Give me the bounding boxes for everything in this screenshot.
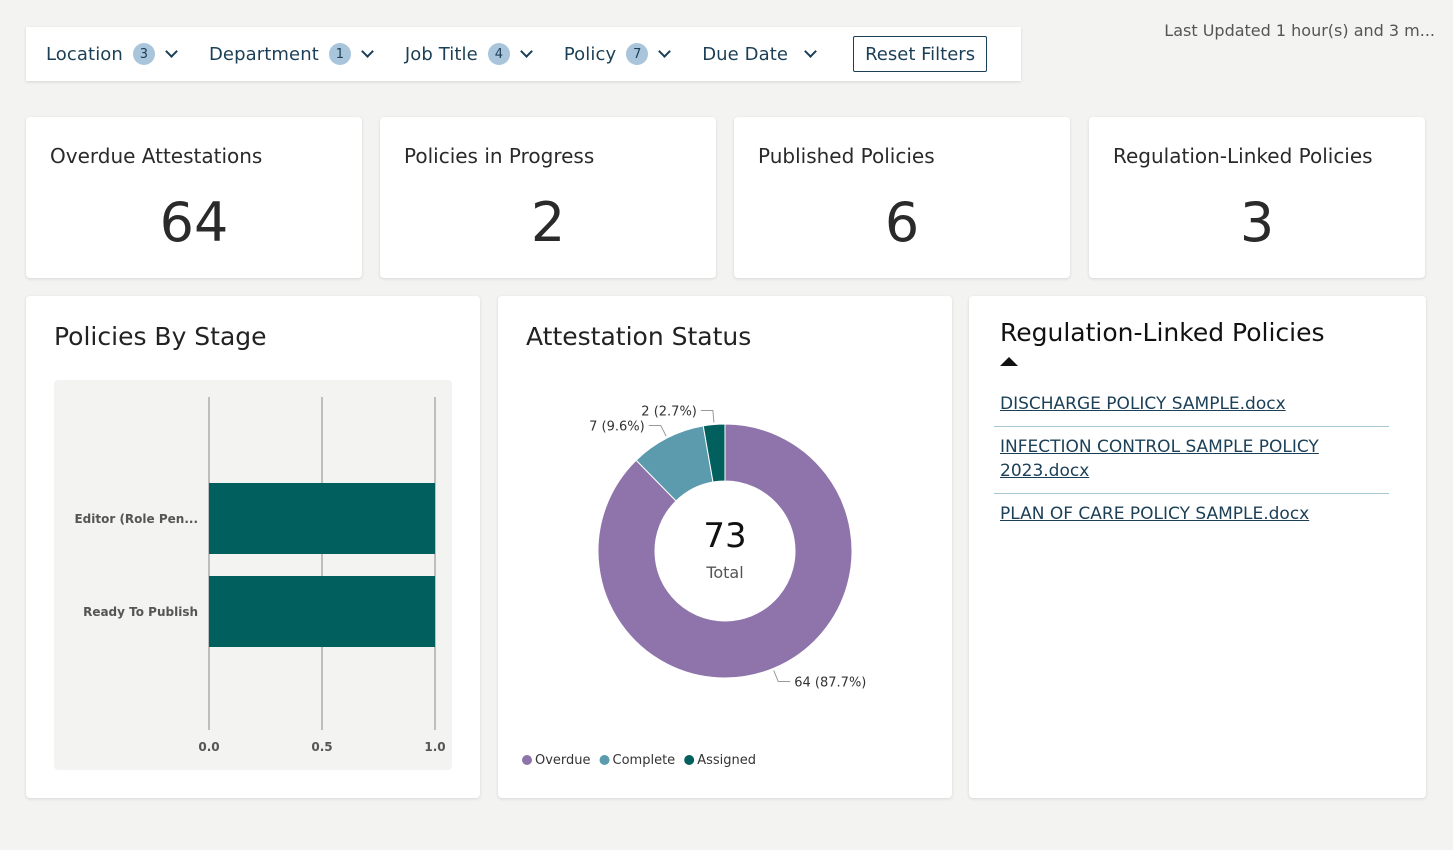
filter-label: Policy xyxy=(563,43,617,65)
chevron-down-icon xyxy=(519,45,533,58)
filter-count-badge: 4 xyxy=(487,43,510,65)
bar-chart-area: 0.0 0.5 1.0 Editor (Role Pen... Ready To Pub… xyxy=(54,380,452,770)
legend-swatch xyxy=(522,755,532,765)
chevron-down-icon xyxy=(804,45,817,58)
donut-center-value: 73 xyxy=(703,516,746,556)
kpi-title: Overdue Attestations xyxy=(50,144,263,168)
kpi-title: Policies in Progress xyxy=(404,144,595,168)
kpi-value: 64 xyxy=(159,191,229,254)
attestation-status-panel: Attestation Status 64 (87.7%) 7 (9.6%) 2 (… xyxy=(498,296,952,798)
filter-due-date[interactable]: Due Date xyxy=(702,43,817,65)
filter-label: Job Title xyxy=(404,43,478,65)
donut-slice xyxy=(597,423,853,679)
policy-link[interactable]: DISCHARGE POLICY SAMPLE.docx xyxy=(1000,394,1286,414)
chevron-down-icon xyxy=(361,45,374,58)
regulation-linked-panel: Regulation-Linked Policies DISCHARGE POL… xyxy=(969,296,1426,798)
filter-label: Department xyxy=(208,43,319,65)
bar xyxy=(209,483,435,554)
legend-label: Overdue xyxy=(535,753,591,768)
reset-filters-button[interactable]: Reset Filters xyxy=(853,36,988,72)
filter-count-badge: 3 xyxy=(132,43,155,65)
label-leader-line xyxy=(648,425,667,437)
policy-link[interactable]: PLAN OF CARE POLICY SAMPLE.docx xyxy=(1000,504,1309,524)
policy-link-text: DISCHARGE POLICY SAMPLE.docx xyxy=(1000,394,1286,414)
y-category-label: Editor (Role Pen... xyxy=(74,512,198,526)
kpi-card-regulation-linked-policies[interactable]: Regulation-Linked Policies 3 xyxy=(1089,117,1425,278)
kpi-value: 6 xyxy=(884,191,920,254)
data-label: 7 (9.6%) xyxy=(589,420,645,435)
donut-slice xyxy=(702,423,726,483)
panel-title: Policies By Stage xyxy=(54,322,267,351)
policies-by-stage-panel: Policies By Stage 0.0 0.5 1.0 Editor (Role … xyxy=(26,296,480,798)
kpi-value: 2 xyxy=(530,191,566,254)
attestation-status-chart: 64 (87.7%) 7 (9.6%)2 (2.7%) 73 Total Overdue… xyxy=(522,405,866,768)
kpi-title: Published Policies xyxy=(758,144,935,168)
panel-title: Attestation Status xyxy=(526,322,752,351)
list-item: INFECTION CONTROL SAMPLE POLICY 2023.docx xyxy=(994,427,1389,494)
legend-swatch xyxy=(684,755,695,765)
label-leader-line xyxy=(700,410,715,423)
policy-link[interactable]: INFECTION CONTROL SAMPLE POLICY 2023.docx xyxy=(1000,437,1319,481)
filter-count-badge: 7 xyxy=(626,43,649,65)
regulation-policy-list: DISCHARGE POLICY SAMPLE.docx INFECTION C… xyxy=(994,384,1389,536)
chevron-down-icon xyxy=(165,45,178,58)
data-label: 64 (87.7%) xyxy=(794,676,866,691)
kpi-card-published-policies[interactable]: Published Policies 6 xyxy=(734,117,1070,278)
filter-policy[interactable]: Policy 7 xyxy=(563,43,672,65)
x-tick-label: 1.0 xyxy=(424,740,445,754)
legend-label: Complete xyxy=(613,753,676,768)
filter-label: Location xyxy=(46,43,123,65)
policy-link-text: 2023.docx xyxy=(1000,461,1090,481)
bar xyxy=(209,576,435,647)
kpi-title: Regulation-Linked Policies xyxy=(1113,144,1373,168)
filter-job-title[interactable]: Job Title 4 xyxy=(404,43,533,65)
kpi-card-policies-in-progress[interactable]: Policies in Progress 2 xyxy=(380,117,716,278)
kpi-value: 3 xyxy=(1239,191,1275,254)
legend-label: Assigned xyxy=(697,753,756,768)
kpi-card-overdue-attestations[interactable]: Overdue Attestations 64 xyxy=(26,117,362,278)
policy-link-text: INFECTION CONTROL SAMPLE POLICY xyxy=(1000,437,1319,457)
list-item: DISCHARGE POLICY SAMPLE.docx xyxy=(994,384,1389,427)
donut-center-label: Total xyxy=(705,563,743,582)
sort-ascending-icon[interactable] xyxy=(1000,357,1018,366)
list-item: PLAN OF CARE POLICY SAMPLE.docx xyxy=(994,494,1389,536)
data-label: 2 (2.7%) xyxy=(641,405,697,420)
legend-swatch xyxy=(599,755,610,765)
filter-label: Due Date xyxy=(702,43,789,65)
label-leader-line xyxy=(773,670,791,683)
filter-bar: Location 3 Department 1 Job Title 4 Poli… xyxy=(26,27,1021,81)
policy-link-text: PLAN OF CARE POLICY SAMPLE.docx xyxy=(1000,504,1310,524)
x-tick-label: 0.5 xyxy=(311,740,332,754)
x-tick-label: 0.0 xyxy=(198,740,219,754)
filter-department[interactable]: Department 1 xyxy=(208,43,374,65)
policies-by-stage-chart: 0.0 0.5 1.0 Editor (Role Pen... Ready To Pub… xyxy=(74,397,446,754)
filter-count-badge: 1 xyxy=(328,43,351,65)
chevron-down-icon xyxy=(658,45,672,58)
panel-title: Regulation-Linked Policies xyxy=(1000,318,1325,347)
filter-location[interactable]: Location 3 xyxy=(46,43,178,65)
y-category-label: Ready To Publish xyxy=(83,605,198,619)
last-updated-text: Last Updated 1 hour(s) and 3 m... xyxy=(1164,21,1435,40)
